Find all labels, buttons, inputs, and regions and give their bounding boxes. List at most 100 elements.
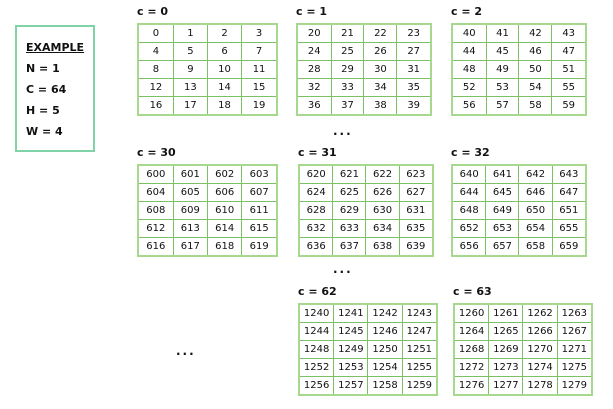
table-cell: 651: [551, 201, 587, 220]
table-cell: 21: [330, 23, 365, 43]
table-cell: 649: [485, 201, 520, 220]
ellipsis-2: ...: [333, 262, 353, 276]
table-cell: 1246: [367, 322, 403, 341]
channel-label: c = 31: [298, 146, 337, 159]
table-cell: 1275: [556, 358, 593, 377]
channel-block: c = 30 600 601 602 603 604 605 606 607 608 609 610 6…: [137, 146, 278, 257]
table-row: 1272 1273 1274 1275: [453, 358, 593, 377]
table-cell: 610: [206, 201, 243, 220]
table-cell: 2: [206, 23, 243, 43]
table-cell: 17: [172, 96, 208, 116]
table-cell: 1256: [298, 376, 335, 396]
table-cell: 27: [396, 42, 432, 61]
table-cell: 1271: [556, 340, 593, 359]
table-cell: 630: [365, 201, 400, 220]
table-row: 624 625 626 627: [298, 183, 434, 202]
table-row: 620 621 622 623: [298, 164, 434, 184]
example-n: N = 1: [26, 62, 60, 75]
table-cell: 617: [172, 237, 208, 257]
table-cell: 1254: [367, 358, 403, 377]
table-row: 604 605 606 607: [137, 183, 278, 202]
table-cell: 658: [518, 237, 553, 257]
table-cell: 1250: [367, 340, 403, 359]
table-cell: 59: [551, 96, 587, 116]
table-cell: 52: [451, 78, 487, 97]
table-cell: 1263: [556, 303, 593, 323]
table-cell: 657: [485, 237, 520, 257]
table-row: 600 601 602 603: [137, 164, 278, 184]
table-cell: 1266: [522, 322, 558, 341]
table-row: 1252 1253 1254 1255: [298, 358, 438, 377]
table-cell: 35: [396, 78, 432, 97]
table-cell: 58: [518, 96, 553, 116]
channel-table: 0 1 2 3 4 5 6 7 8 9 10 11 12 13 14 15 16 17 18 19: [137, 23, 278, 116]
table-cell: 646: [518, 183, 553, 202]
example-c: C = 64: [26, 83, 67, 96]
table-cell: 654: [518, 219, 553, 238]
table-cell: 22: [363, 23, 398, 43]
table-cell: 611: [241, 201, 278, 220]
table-row: 616 617 618 619: [137, 237, 278, 257]
table-cell: 1245: [333, 322, 369, 341]
table-cell: 29: [330, 60, 365, 79]
table-row: 636 637 638 639: [298, 237, 434, 257]
table-cell: 53: [485, 78, 520, 97]
channel-block: c = 0 0 1 2 3 4 5 6 7 8 9 10 11 12 13 14 15 16 17 18 19: [137, 5, 278, 116]
table-row: 20 21 22 23: [296, 23, 432, 43]
table-cell: 618: [206, 237, 243, 257]
table-cell: 28: [296, 60, 332, 79]
channel-block: c = 63 1260 1261 1262 1263 1264 1265 1266 1267 12…: [453, 285, 593, 396]
table-row: 644 645 646 647: [451, 183, 587, 202]
channel-label: c = 32: [451, 146, 490, 159]
table-cell: 602: [206, 164, 243, 184]
table-row: 1244 1245 1246 1247: [298, 322, 438, 341]
table-row: 12 13 14 15: [137, 78, 278, 97]
table-cell: 11: [241, 60, 278, 79]
table-row: 40 41 42 43: [451, 23, 587, 43]
table-cell: 1265: [488, 322, 524, 341]
table-cell: 633: [332, 219, 367, 238]
table-row: 656 657 658 659: [451, 237, 587, 257]
channel-table: 40 41 42 43 44 45 46 47 48 49 50 51 52 53 54 55 56 57 58 59: [451, 23, 587, 116]
example-h: H = 5: [26, 104, 60, 117]
table-row: 48 49 50 51: [451, 60, 587, 79]
table-cell: 1252: [298, 358, 335, 377]
table-cell: 614: [206, 219, 243, 238]
table-cell: 1244: [298, 322, 335, 341]
table-cell: 18: [206, 96, 243, 116]
table-cell: 621: [332, 164, 367, 184]
table-cell: 615: [241, 219, 278, 238]
table-cell: 1251: [401, 340, 438, 359]
table-cell: 10: [206, 60, 243, 79]
table-cell: 33: [330, 78, 365, 97]
table-cell: 40: [451, 23, 487, 43]
table-row: 24 25 26 27: [296, 42, 432, 61]
table-cell: 48: [451, 60, 487, 79]
example-box: EXAMPLE N = 1 C = 64 H = 5 W = 4: [15, 25, 95, 152]
table-cell: 16: [137, 96, 174, 116]
table-row: 16 17 18 19: [137, 96, 278, 116]
table-cell: 6: [206, 42, 243, 61]
table-cell: 650: [518, 201, 553, 220]
table-row: 36 37 38 39: [296, 96, 432, 116]
table-cell: 620: [298, 164, 334, 184]
table-cell: 7: [241, 42, 278, 61]
table-row: 1268 1269 1270 1271: [453, 340, 593, 359]
table-cell: 652: [451, 219, 487, 238]
table-cell: 616: [137, 237, 174, 257]
table-cell: 14: [206, 78, 243, 97]
example-w: W = 4: [26, 125, 63, 138]
table-row: 1248 1249 1250 1251: [298, 340, 438, 359]
table-row: 1276 1277 1278 1279: [453, 376, 593, 396]
table-cell: 47: [551, 42, 587, 61]
table-cell: 1278: [522, 376, 558, 396]
table-cell: 4: [137, 42, 174, 61]
table-cell: 3: [241, 23, 278, 43]
table-cell: 1272: [453, 358, 490, 377]
table-cell: 1262: [522, 303, 558, 323]
table-cell: 1241: [333, 303, 369, 323]
table-cell: 656: [451, 237, 487, 257]
channel-table: 640 641 642 643 644 645 646 647 648 649 650 651 652 6…: [451, 164, 587, 257]
ellipsis-3: ...: [176, 344, 196, 358]
table-cell: 23: [396, 23, 432, 43]
